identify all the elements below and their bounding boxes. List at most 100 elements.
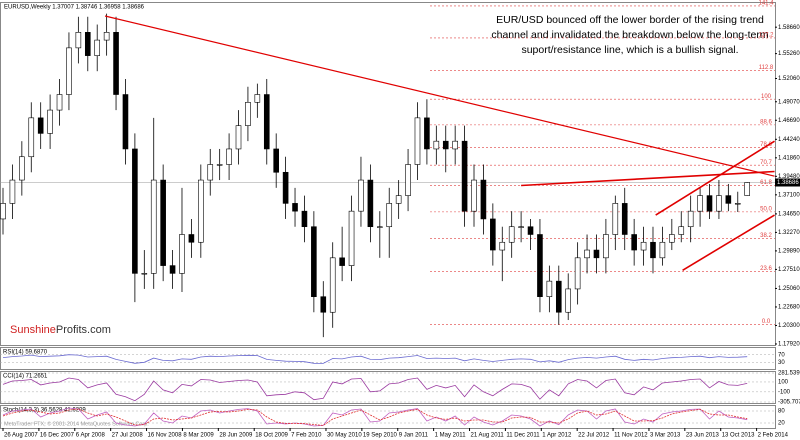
candle-body: [631, 234, 637, 251]
fib-label: 88.6: [760, 119, 772, 125]
candle-body: [28, 117, 35, 158]
candle-body: [461, 140, 468, 212]
indicator-title: Stoch(14,3,3) 36.5628 41.6209: [3, 408, 86, 414]
candle-body: [9, 179, 16, 204]
x-tick-label: 27 Jul 2008: [112, 433, 144, 439]
candle-body: [320, 296, 327, 313]
candle-body: [687, 210, 694, 228]
y-tick-label: 1.58660: [778, 25, 800, 31]
candle-body: [612, 203, 619, 235]
candle-body: [292, 203, 298, 212]
candle-body: [424, 117, 430, 150]
y-tick-label: 1.20300: [778, 323, 800, 329]
candle-body: [386, 203, 393, 228]
y-tick-label: 1.41860: [778, 155, 800, 161]
cci-panel: [0, 371, 776, 404]
candle-body: [442, 140, 449, 150]
candle-body: [160, 179, 166, 266]
candle-body: [207, 164, 214, 181]
y-tick-label: 1.17920: [778, 342, 800, 348]
candle-body: [150, 179, 157, 274]
candle-body: [499, 241, 506, 251]
annotation: suport/resistance line, which is a bulli…: [521, 44, 738, 56]
candle-body: [518, 226, 524, 228]
candle-body: [301, 210, 308, 228]
candle-body: [56, 94, 63, 111]
fib-label: 112.8: [759, 65, 774, 71]
x-tick-label: 1 Apr 2012: [542, 433, 572, 439]
fib-label: 127.2: [758, 32, 774, 38]
y-tick-label: 1.55260: [778, 51, 800, 57]
candle-body: [367, 179, 374, 228]
x-tick-label: 3 Mar 2013: [650, 433, 681, 439]
fib-label: 78.6: [760, 142, 772, 148]
candle-body: [640, 241, 647, 251]
candle-body: [650, 241, 656, 259]
indicator-tick-label: -305.7075: [778, 400, 800, 406]
candle-body: [235, 125, 242, 150]
fib-label: 0.0: [762, 319, 771, 325]
y-tick-label: 1.34650: [778, 211, 800, 217]
indicator-title: CCI(14) 71.2651: [3, 374, 48, 380]
candle-body: [0, 203, 6, 220]
candle-body: [395, 195, 402, 204]
fib-label: 50.0: [760, 206, 772, 212]
y-tick-label: 1.37100: [778, 192, 800, 198]
candle-body: [103, 32, 110, 41]
candle-body: [734, 203, 741, 205]
y-tick-label: 1.39480: [778, 174, 800, 180]
x-tick-label: 1 May 2011: [435, 433, 467, 439]
candle-body: [405, 164, 411, 196]
candle-body: [132, 148, 138, 274]
candle-body: [311, 226, 317, 298]
candle-body: [452, 140, 458, 150]
fib-label: 23.6: [760, 266, 772, 272]
y-tick-label: 1.25060: [778, 286, 800, 292]
x-tick-label: 16 Dec 2007: [40, 433, 75, 439]
logo: SunshineProfits.com: [10, 324, 111, 336]
indicator-line: [2, 377, 748, 402]
trend-line: [682, 214, 775, 271]
candle-body: [329, 257, 336, 313]
x-tick-label: 16 Nov 2008: [148, 433, 183, 439]
candle-body: [47, 109, 53, 134]
x-tick-label: 11 Dec 2011: [506, 433, 540, 439]
footer: MetaTrader FTX, © 2001-2014 MetaQuotes S…: [4, 420, 149, 427]
x-tick-label: 13 Oct 2013: [722, 433, 755, 439]
y-tick-label: 1.29890: [778, 248, 800, 254]
x-tick-label: 8 Mar 2009: [183, 433, 214, 439]
candle-body: [414, 117, 421, 165]
candle-body: [339, 257, 345, 266]
fib-label: 61.8: [760, 180, 772, 186]
indicator-tick-label: 30: [778, 360, 785, 366]
candle-body: [263, 94, 270, 150]
x-tick-label: 2 Feb 2014: [758, 433, 789, 439]
candle-body: [584, 249, 590, 259]
current-price-box: [775, 178, 800, 187]
x-tick-label: 18 Oct 2009: [255, 433, 288, 439]
x-tick-label: 23 Jun 2013: [686, 433, 720, 439]
fib-label: 70.7: [760, 160, 772, 166]
logo-part: Sunshine: [10, 324, 56, 336]
candle-body: [565, 288, 572, 313]
indicator-tick-label: 281.5396: [778, 371, 800, 377]
y-tick-label: 1.52060: [778, 76, 800, 82]
fib-label: 100: [761, 94, 772, 100]
candle-body: [245, 101, 251, 126]
fib-label: 38.2: [760, 233, 772, 239]
candle-body: [697, 195, 703, 212]
candle-body: [348, 210, 355, 266]
fib-label: 141.4: [758, 0, 774, 6]
candle-body: [574, 257, 581, 290]
trend-line: [521, 170, 775, 187]
candle-body: [744, 182, 750, 196]
candle-body: [546, 280, 553, 298]
x-tick-label: 21 Aug 2011: [471, 433, 505, 439]
annotation: channel and invalidated the breakdown be…: [491, 29, 769, 41]
candle-body: [377, 226, 383, 228]
indicator-tick-label: 70: [778, 352, 785, 358]
x-tick-label: 26 Aug 2007: [4, 433, 38, 439]
trend-line: [655, 140, 775, 216]
candle-body: [37, 117, 44, 134]
candle-body: [603, 234, 609, 259]
